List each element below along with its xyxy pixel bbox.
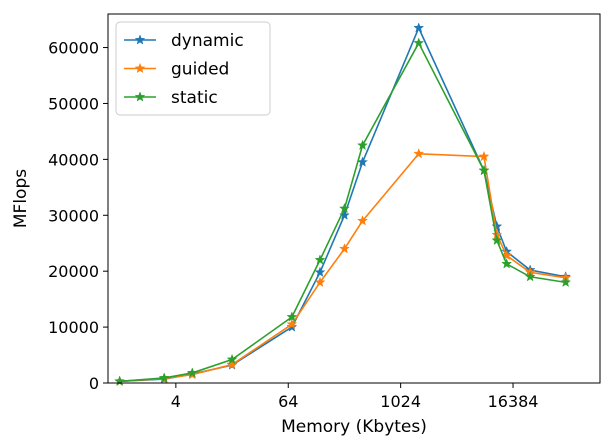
- series-static: [114, 37, 572, 386]
- data-point: [478, 150, 490, 162]
- legend-marker: [134, 91, 146, 102]
- data-point: [226, 358, 238, 370]
- y-tick-label: 0: [89, 374, 99, 393]
- data-point: [413, 37, 425, 48]
- legend-label: guided: [171, 60, 229, 80]
- y-tick-label: 30000: [48, 206, 99, 225]
- data-point: [524, 271, 536, 282]
- y-tick-label: 20000: [48, 262, 99, 281]
- data-point: [357, 215, 368, 226]
- data-point: [357, 139, 368, 151]
- data-point: [314, 254, 326, 265]
- x-tick-label: 1024: [380, 392, 421, 411]
- legend-entry-guided: guided: [124, 60, 229, 80]
- data-point: [339, 209, 350, 220]
- legend-marker: [134, 62, 146, 74]
- data-point: [501, 258, 513, 269]
- plot-frame: [107, 13, 601, 384]
- x-tick-label: 4: [171, 392, 181, 411]
- data-point: [339, 243, 350, 254]
- data-point: [413, 22, 425, 33]
- legend-entry-dynamic: dynamic: [124, 31, 244, 51]
- data-point: [286, 318, 298, 329]
- y-tick-label: 10000: [48, 318, 99, 337]
- y-tick-label: 60000: [48, 39, 99, 58]
- data-point: [478, 164, 490, 176]
- data-point: [314, 276, 326, 287]
- legend: dynamic guided static: [115, 21, 271, 116]
- data-point: [560, 276, 572, 287]
- legend-label: static: [171, 88, 218, 108]
- series-group: [114, 22, 572, 386]
- y-axis: 0 10000 20000 30000 40000 50000 60000: [48, 39, 108, 393]
- legend-box: [115, 21, 271, 116]
- data-point: [186, 367, 198, 378]
- data-point: [226, 353, 238, 365]
- data-point: [339, 202, 350, 214]
- y-tick-label: 40000: [48, 150, 99, 169]
- data-point: [413, 148, 425, 159]
- y-axis-label: MFlops: [11, 169, 31, 228]
- legend-label: dynamic: [171, 31, 244, 51]
- legend-entry-static: static: [124, 88, 218, 108]
- legend-marker: [134, 34, 146, 45]
- x-axis-label: Memory (Kbytes): [281, 417, 427, 437]
- data-point: [158, 372, 170, 383]
- data-point: [491, 234, 503, 246]
- series-line: [119, 152, 566, 383]
- y-tick-label: 50000: [48, 94, 99, 113]
- data-point: [286, 311, 298, 322]
- x-tick-label: 64: [278, 392, 298, 411]
- data-point: [314, 266, 326, 277]
- x-axis: 4 64 1024 16384: [171, 383, 539, 411]
- series-line: [119, 42, 566, 383]
- x-tick-label: 16384: [488, 392, 539, 411]
